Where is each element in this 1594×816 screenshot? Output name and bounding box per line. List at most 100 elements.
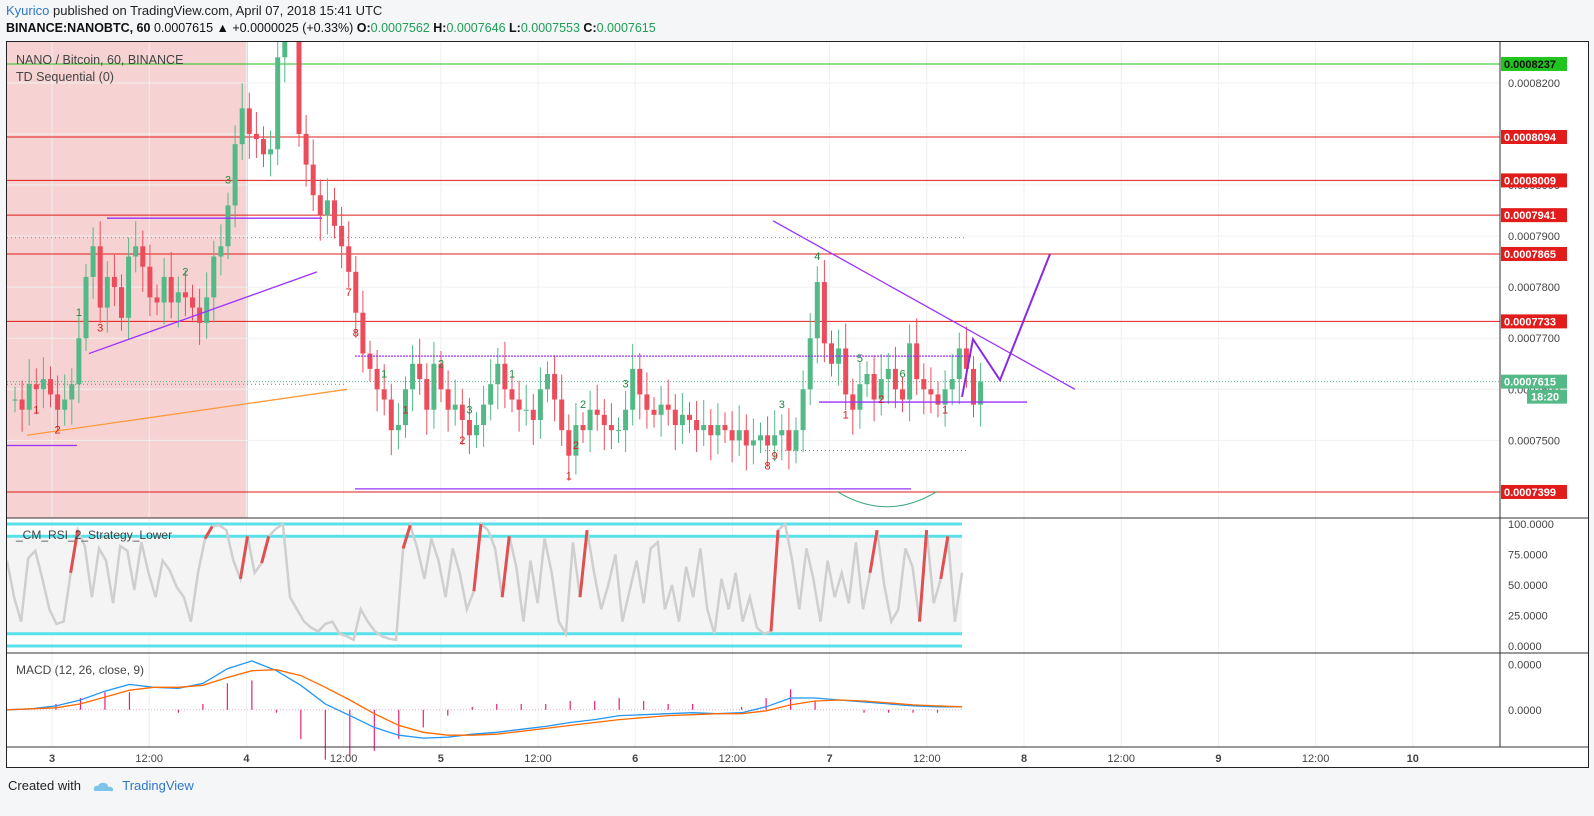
- candle-body: [956, 348, 962, 380]
- high-label: H:: [433, 21, 447, 35]
- rsi-overbought-mark: [500, 536, 511, 598]
- rsi-mid-zone: [7, 536, 962, 634]
- tradingview-link[interactable]: TradingView: [122, 778, 194, 793]
- candle-body: [743, 430, 749, 446]
- td-green-count: 2: [580, 399, 586, 411]
- candle-body: [232, 144, 238, 206]
- candle-body: [559, 399, 565, 431]
- level-price-label: 0.0007941: [1504, 210, 1556, 222]
- candle-body: [502, 363, 508, 390]
- chart-svg[interactable]: 1231123123345612378121289121 100.000075.…: [5, 0, 1588, 767]
- candle-body: [864, 373, 870, 385]
- td-red-count: 1: [843, 409, 849, 421]
- time-tick-label: 12:00: [913, 753, 941, 765]
- time-tick-label: 5: [438, 753, 444, 765]
- candle-body: [900, 389, 905, 400]
- candle-body: [268, 149, 274, 155]
- symbol-ohlc-line: BINANCE:NANOBTC, 60 0.0007615 ▲ +0.00000…: [6, 21, 656, 35]
- td-sequential-labels: 1231123123345612378121289121: [33, 174, 948, 483]
- time-tick-label: 4: [243, 753, 250, 765]
- candle-body: [580, 425, 586, 431]
- candle-body: [843, 348, 849, 395]
- candle-body: [509, 389, 515, 400]
- candle-body: [403, 389, 408, 426]
- macd-tick-label: 0.0000: [1508, 705, 1542, 717]
- td-red-count: 2: [459, 435, 465, 447]
- candle-body: [829, 343, 834, 364]
- last-price-label: 0.0007615: [1504, 377, 1556, 389]
- candle-body: [339, 225, 345, 247]
- candle-body: [104, 276, 110, 308]
- rsi-legend: _CM_RSI_2_Strategy_Lower: [15, 528, 172, 542]
- macd-panel: [6, 660, 963, 760]
- candle-body: [665, 404, 671, 410]
- rsi-overbought-mark: [578, 529, 589, 598]
- candle-body: [679, 414, 685, 426]
- author-link[interactable]: Kyurico: [6, 3, 50, 18]
- candle-body: [410, 363, 416, 390]
- rsi-overbought-mark: [868, 529, 879, 574]
- price-tick-label: 0.0007700: [1508, 333, 1560, 345]
- candle-body: [424, 379, 430, 410]
- rsi-tick-label: 25.0000: [1508, 611, 1548, 623]
- rsi-tick-label: 0.0000: [1508, 641, 1542, 653]
- candle-body: [530, 409, 536, 420]
- candle-body: [765, 435, 771, 446]
- rsi-overbought-mark: [238, 535, 249, 580]
- candle-body: [921, 379, 927, 390]
- time-tick-label: 12:00: [1107, 753, 1135, 765]
- level-price-label: 0.0007399: [1504, 487, 1556, 499]
- level-price-label: 0.0007865: [1504, 249, 1556, 261]
- candle-body: [310, 164, 316, 196]
- candle-body: [90, 246, 96, 277]
- level-price-tag: [1501, 314, 1567, 329]
- candle-body: [637, 368, 643, 395]
- td-green-count: 1: [76, 307, 82, 319]
- td-red-count: 1: [566, 471, 572, 483]
- candle-body: [218, 246, 224, 257]
- countdown-label: 18:20: [1531, 392, 1559, 404]
- time-tick-label: 6: [632, 753, 638, 765]
- candle-body: [758, 435, 763, 441]
- candle-body: [438, 363, 444, 390]
- candle-body: [62, 399, 68, 410]
- last-price: 0.0007615: [153, 21, 214, 35]
- rising-trendline: [88, 271, 318, 355]
- candle-body: [55, 394, 61, 410]
- td-red-count: 8: [765, 460, 771, 472]
- countdown-tag: [1527, 389, 1567, 404]
- candle-body: [694, 419, 700, 431]
- td-green-count: 3: [466, 404, 472, 416]
- candle-body: [33, 384, 39, 390]
- chart-area[interactable]: 1231123123345612378121289121 100.000075.…: [5, 0, 1589, 768]
- candle-body: [332, 200, 337, 226]
- rsi-tick-label: 50.0000: [1508, 580, 1548, 592]
- candle-body: [197, 307, 203, 323]
- candle-body: [978, 381, 984, 405]
- price-tick-label: 0.0007500: [1508, 435, 1560, 447]
- candle-body: [239, 108, 245, 145]
- candle-body: [488, 384, 494, 405]
- candle-body: [303, 133, 309, 165]
- close-label: C:: [583, 21, 597, 35]
- td-sequential-legend: TD Sequential (0): [16, 70, 114, 84]
- time-tick-label: 8: [1021, 753, 1027, 765]
- td-green-count: 3: [225, 174, 231, 186]
- candle-body: [573, 425, 579, 456]
- candle-body: [608, 425, 614, 431]
- candle-body: [658, 404, 664, 415]
- candle-body: [225, 205, 231, 247]
- candle-body: [630, 368, 636, 410]
- symbol-name: BINANCE:NANOBTC, 60: [6, 21, 151, 35]
- candle-body: [786, 430, 792, 451]
- candle-body: [552, 373, 558, 400]
- price-tick-label: 0.0007900: [1508, 231, 1560, 243]
- candle-body: [963, 348, 969, 369]
- macd-tick-label: 0.0000: [1508, 660, 1542, 672]
- candle-body: [474, 425, 479, 436]
- footer: Created with TradingView: [8, 778, 194, 793]
- time-tick-label: 12:00: [524, 753, 552, 765]
- projected-path-arrow: [961, 253, 1051, 398]
- td-red-count: 3: [97, 323, 103, 335]
- td-red-count: 2: [55, 425, 61, 437]
